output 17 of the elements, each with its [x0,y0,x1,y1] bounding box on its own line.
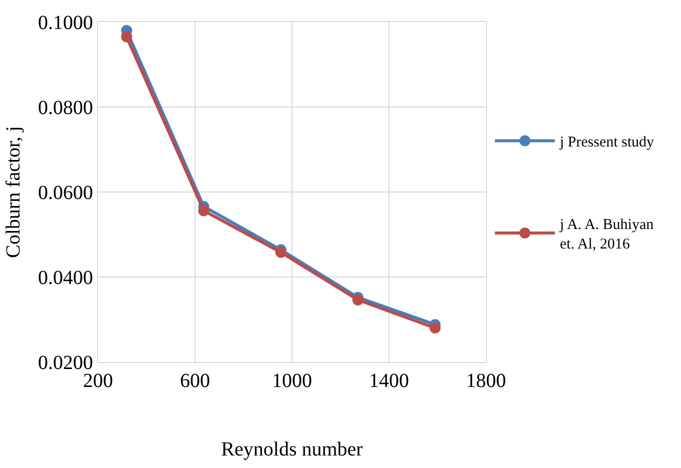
point [430,322,441,334]
x-tick-label: 1000 [272,370,312,392]
point [275,246,286,258]
x-tick-label: 1400 [369,370,409,392]
y-tick-label: 0.1000 [38,12,93,34]
x-axis-title: Reynolds number [221,438,364,460]
legend-label: j A. A. Buhiyan et. Al, 2016 [558,217,654,253]
point [121,31,132,42]
x-tick-label: 1800 [466,370,506,392]
point [198,205,210,216]
y-tick-label: 0.0800 [38,97,93,119]
y-axis-title: Colburn factor, j [2,126,24,258]
x-tick-label: 600 [180,370,210,392]
legend-label: j Pressent study [558,134,655,151]
y-tick-label: 0.0600 [38,182,93,204]
point [352,294,364,306]
y-tick-label: 0.0400 [38,267,93,289]
